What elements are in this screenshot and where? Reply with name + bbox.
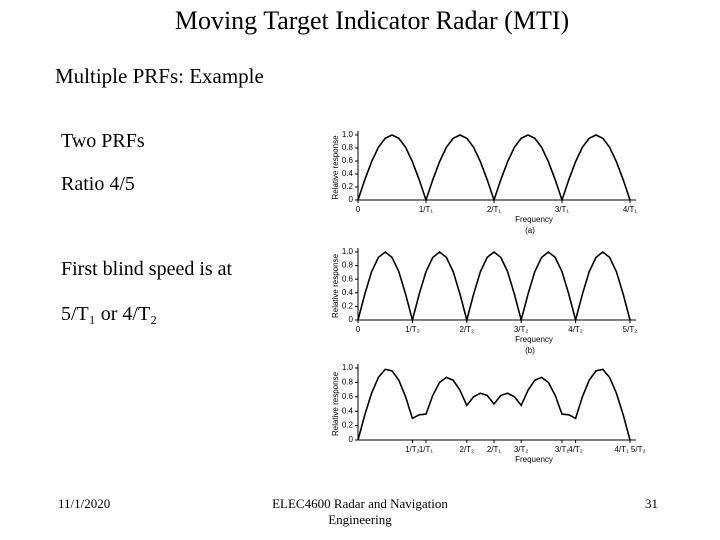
x-axis-label: Frequency: [515, 215, 553, 224]
y-tick-label: 0.8: [342, 143, 354, 152]
chart: 0 0.2 0.4 0.6 0.8 1.0 0 1/T₂ 2/T₂ 3/T₂ 4/T₂ 5/T₂ Rel…: [331, 247, 637, 355]
y-tick-label: 0.2: [342, 182, 354, 191]
x-axis-label: Frequency: [515, 455, 553, 464]
y-tick-label: 0: [349, 315, 354, 324]
x-tick-label: 0: [356, 205, 361, 214]
y-tick-label: 0.8: [342, 378, 354, 387]
chart: 0 0.2 0.4 0.6 0.8 1.0 0 1/T₁ 2/T₁ 3/T₁ 4/T₁ Relativ…: [331, 130, 637, 235]
bullet: Ratio 4/5: [61, 173, 135, 195]
bullet: First blind speed is at: [61, 258, 233, 280]
subtitle: Multiple PRFs: Example: [55, 64, 264, 88]
x-axis-label: Frequency: [515, 335, 553, 344]
response-curve: [357, 134, 631, 203]
footer-date: 11/1/2020: [58, 496, 111, 511]
x-tick-label: 2/T₁: [487, 445, 502, 454]
x-tick-label: 4/T₂: [568, 325, 583, 334]
x-tick-label: 4/T₂: [568, 445, 583, 454]
x-tick-label: 1/T₁: [419, 445, 434, 454]
y-tick-label: 0.8: [342, 261, 354, 270]
y-axis-label: Relative response: [331, 371, 340, 436]
x-tick-label: 3/T₁: [555, 205, 570, 214]
x-tick-label: 1/T₂: [405, 445, 420, 454]
slide-title: Moving Target Indicator Radar (MTI): [174, 6, 570, 35]
response-curve: [357, 250, 631, 324]
response-curve: [357, 368, 631, 441]
caption: (b): [525, 346, 535, 355]
y-tick-label: 0.4: [342, 406, 354, 415]
x-tick-label: 3/T₂: [514, 325, 529, 334]
y-tick-label: 1.0: [342, 363, 354, 372]
x-tick-label: 0: [356, 325, 361, 334]
page-number: 31: [645, 496, 658, 511]
y-tick-label: 0.2: [342, 421, 354, 430]
x-tick-label: 3/T₁: [555, 445, 570, 454]
bullet: Two PRFs: [61, 130, 145, 152]
y-tick-label: 0: [349, 435, 354, 444]
x-tick-label: 2/T₂: [459, 445, 474, 454]
x-tick-label: 1/T₂: [405, 325, 420, 334]
bullet: 5/T₁ or 4/T₂: [61, 303, 158, 325]
x-tick-label: 5/T₂: [623, 325, 638, 334]
x-tick-label: 2/T₂: [459, 325, 474, 334]
x-tick-label: 2/T₁: [487, 205, 502, 214]
chart: 0 0.2 0.4 0.6 0.8 1.0 1/T₂ 1/T₁ 2/T₂ 2/T₁ 3/T₂ 3/T₁…: [331, 363, 645, 464]
y-tick-label: 1.0: [342, 247, 354, 256]
y-tick-label: 1.0: [342, 130, 354, 139]
y-tick-label: 0: [349, 195, 354, 204]
x-tick-label: 1/T₁: [419, 205, 434, 214]
caption: (a): [525, 226, 535, 235]
y-tick-label: 0.6: [342, 392, 354, 401]
y-tick-label: 0.4: [342, 169, 354, 178]
y-tick-label: 0.2: [342, 302, 354, 311]
y-tick-label: 0.6: [342, 274, 354, 283]
y-axis-label: Relative response: [331, 135, 340, 200]
x-tick-label: 4/T₁: [623, 205, 638, 214]
x-tick-label: 3/T₂: [514, 445, 529, 454]
y-tick-label: 0.4: [342, 288, 354, 297]
footer-course: ELEC4600 Radar and Navigation Engineerin…: [272, 496, 448, 527]
y-axis-label: Relative response: [331, 253, 340, 318]
y-tick-label: 0.6: [342, 156, 354, 165]
x-tick-label: 4/T₁ 5/T₂: [614, 445, 645, 454]
